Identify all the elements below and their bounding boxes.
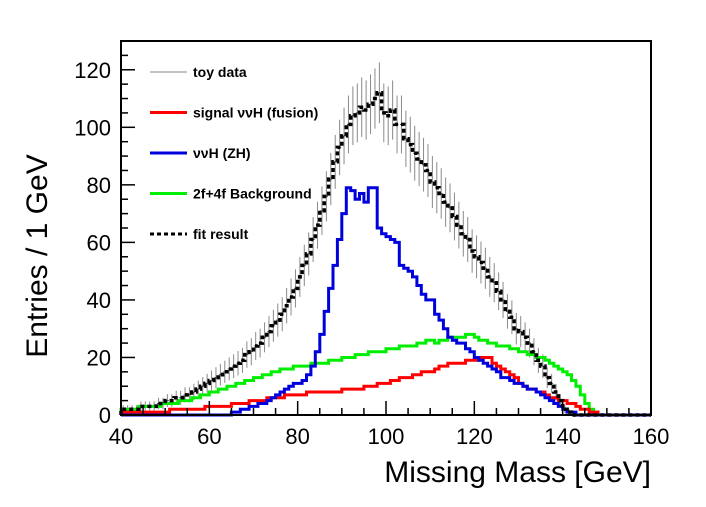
legend: toy data signal ννH (fusion) ννH (ZH) 2f+4f… [150,64,318,242]
axis-layer: 40 60 80 100 120 140 160 0 20 40 60 80 100 120 [74,40,670,449]
x-tick-label: 140 [544,424,581,449]
series-2f-4f-background [119,332,651,417]
y-tick-label: 120 [74,58,111,83]
legend-label: toy data [193,64,247,80]
x-tick-label: 60 [197,424,221,449]
x-axis-title: Missing Mass [GeV] [384,456,651,489]
x-tick-label: 40 [109,424,133,449]
legend-item: ννH (ZH) [150,145,251,161]
x-tick-label: 160 [633,424,670,449]
legend-item: fit result [150,226,249,242]
y-tick-label: 60 [87,230,111,255]
legend-item: toy data [150,64,247,80]
x-tick-label: 120 [456,424,493,449]
y-tick-label: 100 [74,115,111,140]
x-tick-label: 80 [285,424,309,449]
y-tick-label: 20 [87,345,111,370]
legend-label: signal ννH (fusion) [193,105,318,121]
series-layer [119,62,651,417]
legend-item: signal ννH (fusion) [150,105,318,121]
legend-item: 2f+4f Background [150,186,312,202]
y-tick-label: 40 [87,288,111,313]
series-h-zh [121,186,651,417]
y-axis-title: Entries / 1 GeV [21,154,54,357]
series-signal-h-fusion [119,356,651,417]
y-tick-label: 80 [87,173,111,198]
legend-label: ννH (ZH) [193,145,251,161]
legend-label: fit result [193,226,249,242]
x-tick-label: 100 [368,424,405,449]
legend-label: 2f+4f Background [193,186,312,202]
y-tick-label: 0 [99,403,111,428]
